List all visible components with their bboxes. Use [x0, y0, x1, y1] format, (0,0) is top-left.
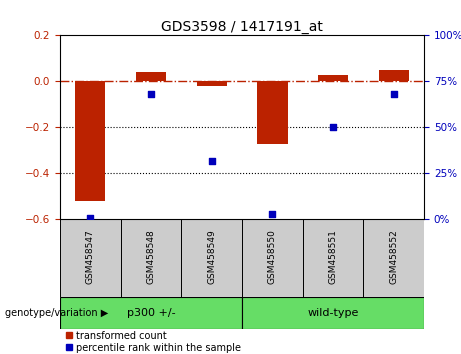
Bar [181, 219, 242, 297]
Bar [303, 219, 363, 297]
Legend: transformed count, percentile rank within the sample: transformed count, percentile rank withi… [65, 331, 242, 353]
Text: p300 +/-: p300 +/- [127, 308, 175, 318]
Point [269, 211, 276, 217]
Point [329, 125, 337, 130]
Point [208, 158, 215, 164]
Bar [378, 70, 409, 81]
Text: GSM458551: GSM458551 [329, 229, 337, 284]
Point [87, 215, 94, 221]
Bar [75, 81, 106, 201]
Point [390, 91, 397, 97]
Bar [257, 81, 288, 143]
Bar [363, 219, 424, 297]
Text: genotype/variation ▶: genotype/variation ▶ [5, 308, 108, 318]
Bar [136, 72, 166, 81]
Bar [196, 81, 227, 86]
Text: GSM458552: GSM458552 [389, 229, 398, 284]
Point [148, 91, 155, 97]
Bar [121, 219, 181, 297]
Title: GDS3598 / 1417191_at: GDS3598 / 1417191_at [161, 21, 323, 34]
Text: wild-type: wild-type [307, 308, 359, 318]
Bar [60, 297, 242, 329]
Text: GSM458547: GSM458547 [86, 229, 95, 284]
Bar [318, 74, 348, 81]
Bar [242, 297, 424, 329]
Bar [60, 219, 121, 297]
Text: GSM458550: GSM458550 [268, 229, 277, 284]
Text: GSM458548: GSM458548 [147, 229, 155, 284]
Text: GSM458549: GSM458549 [207, 229, 216, 284]
Bar [242, 219, 303, 297]
